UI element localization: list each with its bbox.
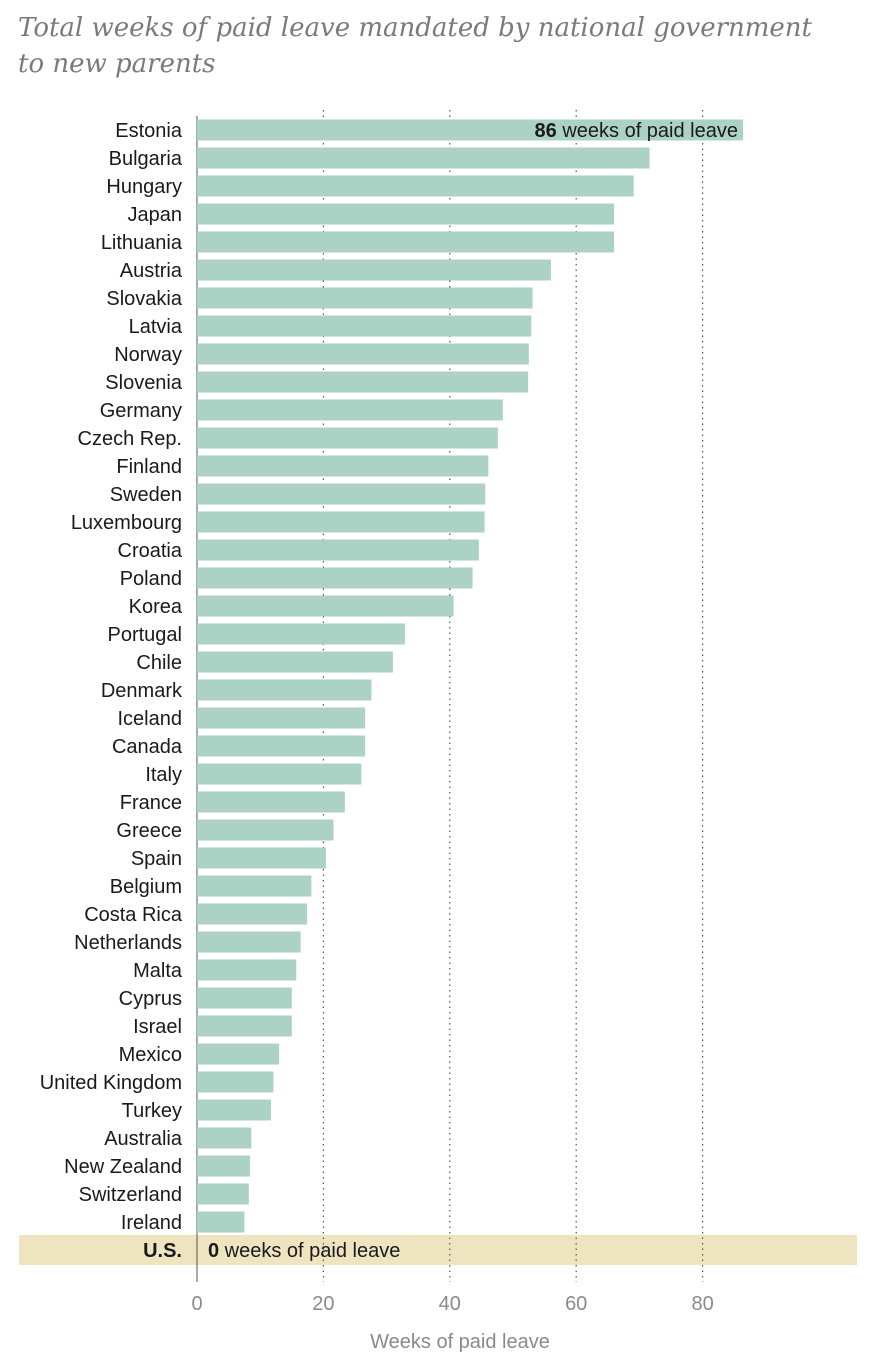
x-tick-label: 20 <box>312 1293 334 1315</box>
category-label: Hungary <box>106 176 182 198</box>
us-value-label: 0 weeks of paid leave <box>208 1240 400 1262</box>
category-label: Lithuania <box>101 232 183 254</box>
category-label: Ireland <box>121 1212 182 1234</box>
bar <box>197 371 529 393</box>
category-label: Finland <box>116 456 182 478</box>
bar <box>197 1071 274 1093</box>
bar <box>197 427 498 449</box>
bar <box>197 175 634 197</box>
category-label: Portugal <box>108 624 183 646</box>
category-label: Canada <box>112 736 183 758</box>
category-label: Bulgaria <box>109 148 183 170</box>
x-tick-label: 0 <box>191 1293 202 1315</box>
bar <box>197 791 345 813</box>
bar <box>197 315 532 337</box>
bar <box>197 735 366 757</box>
bar <box>197 595 454 617</box>
category-label: Mexico <box>119 1044 182 1066</box>
category-label: Slovakia <box>106 288 182 310</box>
bar <box>197 651 393 673</box>
annotation-text: weeks of paid leave <box>557 120 738 142</box>
chart-title: Total weeks of paid leave mandated by na… <box>18 13 813 79</box>
category-label: Sweden <box>110 484 182 506</box>
category-label: Turkey <box>122 1100 182 1122</box>
category-label: Korea <box>129 596 183 618</box>
category-label: Germany <box>100 400 182 422</box>
category-label: Cyprus <box>119 988 182 1010</box>
category-label: U.S. <box>143 1240 182 1262</box>
bar <box>197 203 615 225</box>
bar <box>197 1043 280 1065</box>
bar <box>197 847 326 869</box>
bar <box>197 1155 251 1177</box>
category-label: Switzerland <box>79 1184 182 1206</box>
bar <box>197 875 312 897</box>
category-label: Iceland <box>118 708 183 730</box>
bar <box>197 707 366 729</box>
bar-value-label: 86 weeks of paid leave <box>535 120 738 142</box>
category-label: Poland <box>120 568 182 590</box>
category-label: Belgium <box>110 876 182 898</box>
bar <box>197 679 372 701</box>
highlight-band <box>19 1235 857 1265</box>
bar <box>197 119 744 141</box>
annotation-value: 86 <box>535 120 557 142</box>
bar <box>197 567 473 589</box>
annotation-value: 0 <box>208 1240 219 1262</box>
bar <box>197 1211 245 1233</box>
category-label: Latvia <box>129 316 183 338</box>
category-label: Israel <box>133 1016 182 1038</box>
annotation-text: weeks of paid leave <box>219 1240 400 1262</box>
x-tick-label: 40 <box>439 1293 461 1315</box>
category-label: New Zealand <box>64 1156 182 1178</box>
category-label: Czech Rep. <box>78 428 183 450</box>
bar <box>197 259 551 281</box>
category-label: Chile <box>136 652 182 674</box>
category-label: Croatia <box>118 540 183 562</box>
category-label: Japan <box>128 204 183 226</box>
category-label: France <box>120 792 182 814</box>
bar <box>197 455 489 477</box>
bar <box>197 511 485 533</box>
category-label: Netherlands <box>74 932 182 954</box>
bar <box>197 399 503 421</box>
bar <box>197 539 479 561</box>
category-label: Norway <box>114 344 182 366</box>
bar <box>197 1183 249 1205</box>
category-label: Luxembourg <box>71 512 182 534</box>
bar <box>197 483 486 505</box>
category-label: Malta <box>133 960 183 982</box>
bar <box>197 343 529 365</box>
x-tick-label: 80 <box>691 1293 713 1315</box>
category-label: Slovenia <box>105 372 183 394</box>
x-axis-label: Weeks of paid leave <box>370 1331 550 1353</box>
bar <box>197 1127 252 1149</box>
category-label: Costa Rica <box>84 904 183 926</box>
category-label: Denmark <box>101 680 183 702</box>
bar <box>197 231 615 253</box>
bar <box>197 623 405 645</box>
category-label: Italy <box>145 764 182 786</box>
bar <box>197 147 650 169</box>
bar <box>197 819 334 841</box>
bar <box>197 959 297 981</box>
category-label: United Kingdom <box>40 1072 182 1094</box>
bar <box>197 1099 271 1121</box>
category-label: Austria <box>120 260 183 282</box>
category-label: Greece <box>116 820 182 842</box>
category-label: Australia <box>104 1128 183 1150</box>
x-tick-label: 60 <box>565 1293 587 1315</box>
category-label: Estonia <box>115 120 183 142</box>
bar <box>197 903 307 925</box>
bar <box>197 987 292 1009</box>
bar <box>197 931 301 953</box>
bar <box>197 287 533 309</box>
bar <box>197 1015 292 1037</box>
category-label: Spain <box>131 848 182 870</box>
bar <box>197 763 362 785</box>
